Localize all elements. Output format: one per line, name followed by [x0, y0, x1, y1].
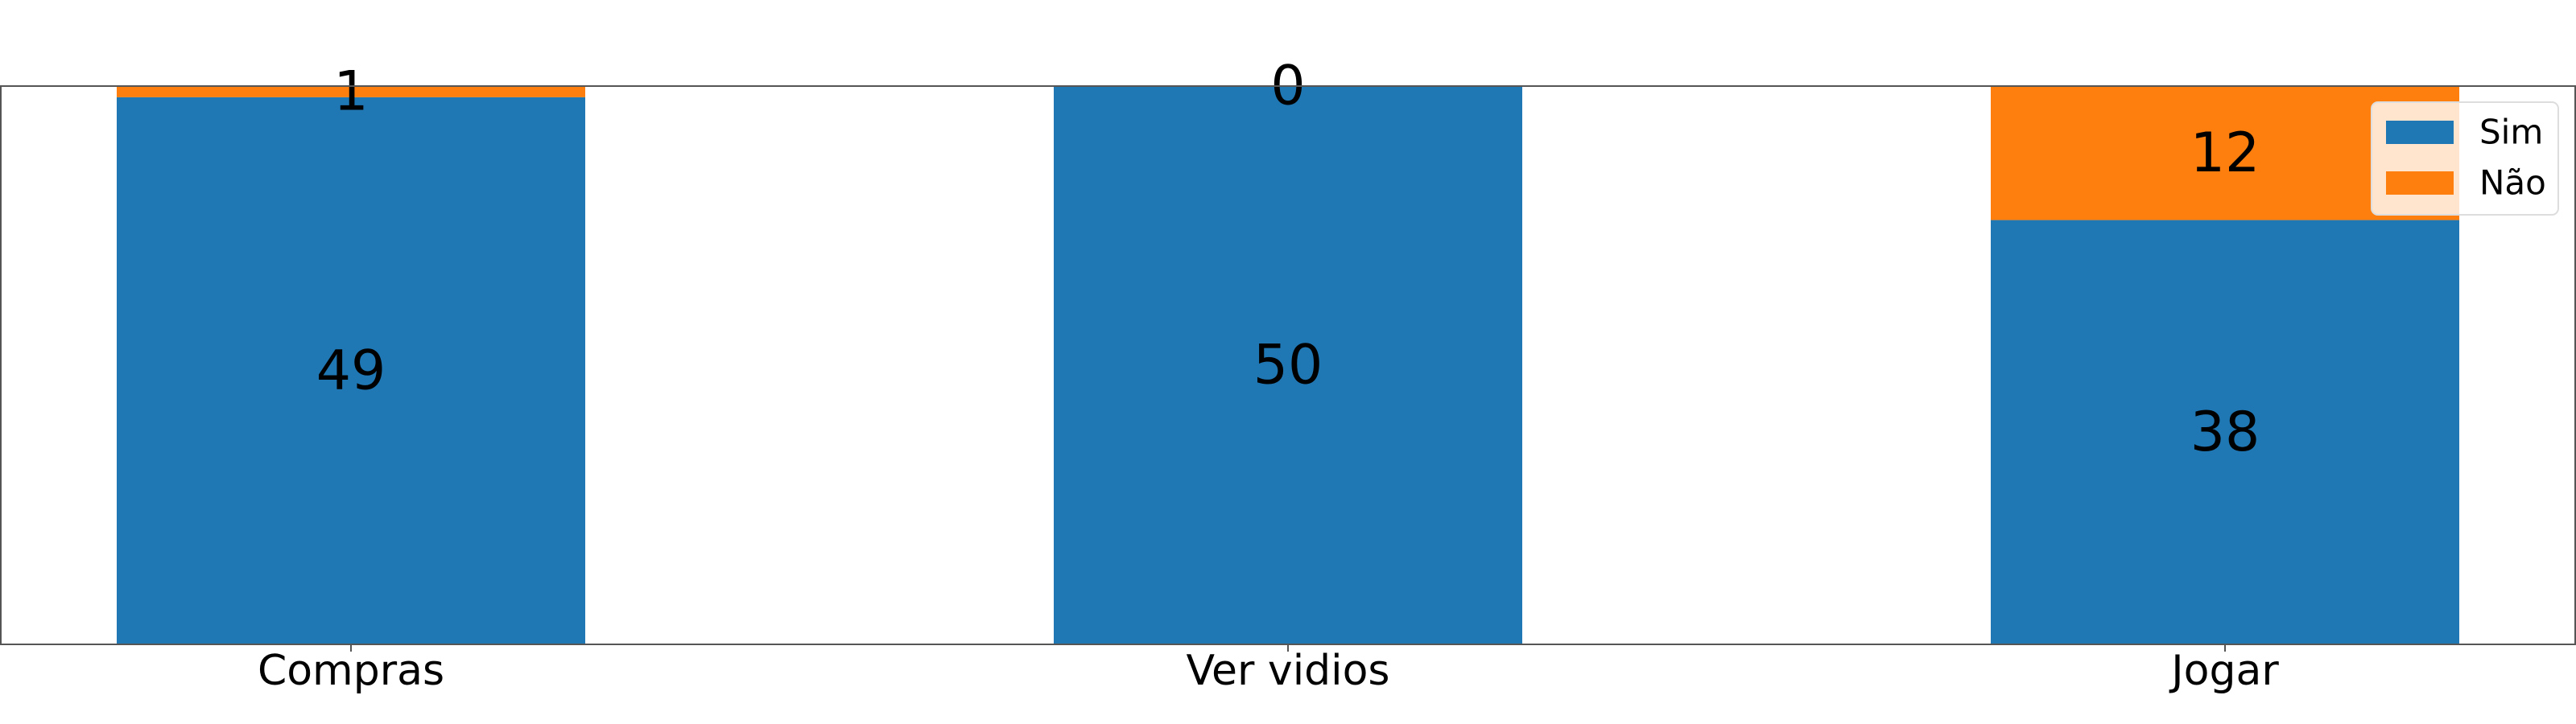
bar-sim-compras: [117, 97, 585, 644]
data-label-sim-compras: 49: [316, 339, 386, 402]
x-axis: Compras Ver vidios Jogar: [258, 644, 2279, 695]
bar-sim-ver-vidios: [1054, 86, 1522, 644]
legend-swatch-sim: [2386, 121, 2454, 144]
data-label-sim-jogar: 38: [2190, 401, 2260, 464]
bar-sim-jogar: [1991, 220, 2459, 644]
bar-nao-compras: [117, 86, 585, 97]
data-label-sim-ver-vidios: 50: [1253, 334, 1323, 397]
data-label-nao-jogar: 12: [2190, 121, 2260, 185]
data-label-nao-compras: 1: [333, 60, 368, 123]
legend-label-nao: Não: [2479, 163, 2546, 203]
legend-label-sim: Sim: [2479, 113, 2543, 152]
x-tick-label: Ver vidios: [1186, 647, 1389, 695]
legend-swatch-nao: [2386, 171, 2454, 195]
x-tick-label: Jogar: [2169, 647, 2279, 695]
x-tick-label: Compras: [258, 647, 444, 695]
legend: Sim Não: [2371, 101, 2559, 216]
